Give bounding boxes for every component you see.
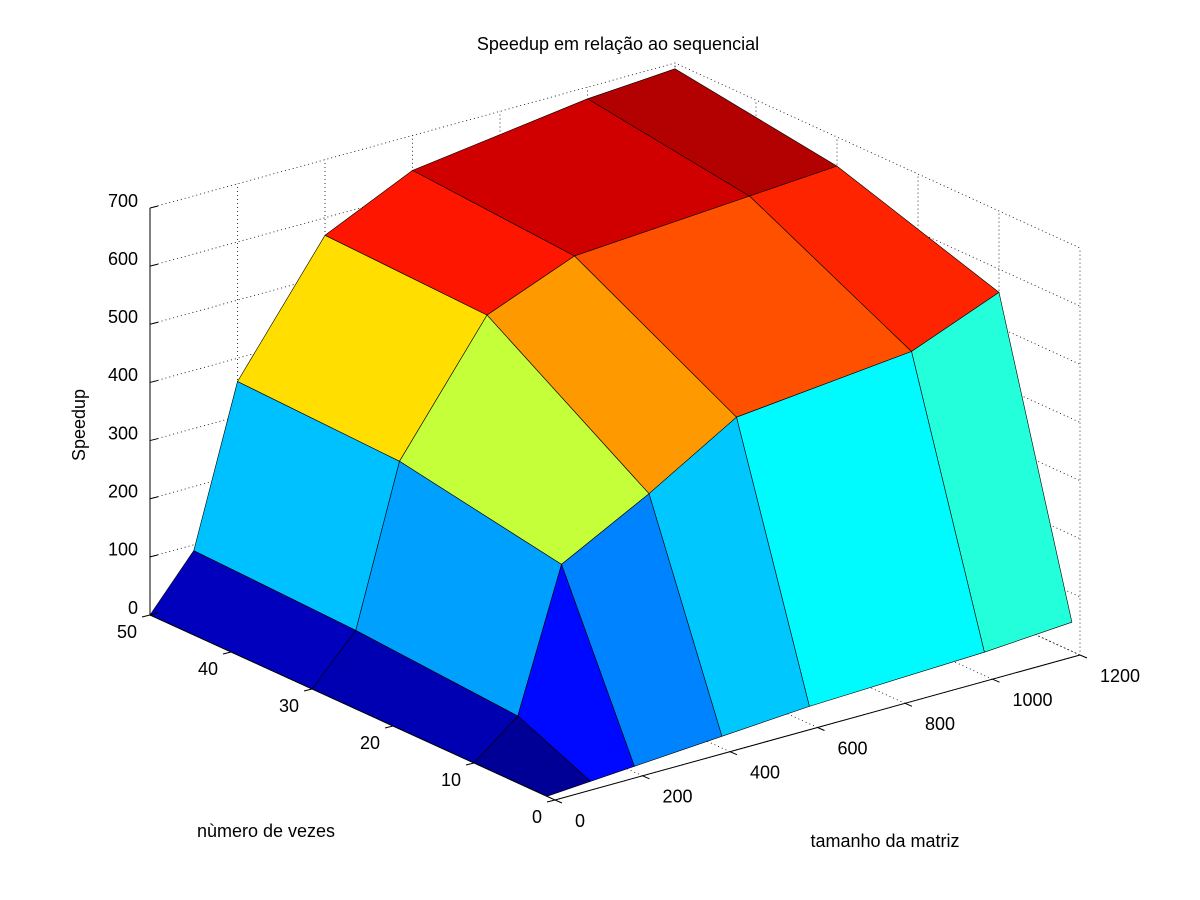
x-tick (817, 727, 825, 731)
x-tick-label: 0 (575, 811, 585, 831)
y-axis-line (149, 614, 556, 801)
z-tick (149, 205, 159, 209)
y-tick-label: 10 (441, 770, 461, 790)
y-tick (384, 725, 394, 729)
x-tick (729, 751, 738, 756)
x-tick-label: 1200 (1100, 666, 1140, 686)
grid-line (149, 62, 1081, 249)
z-tick (149, 612, 159, 616)
axes-layer: 0200400600800100012000102030405001002003… (108, 191, 1140, 831)
x-tick (904, 702, 913, 707)
x-tick (554, 799, 563, 804)
x-tick (992, 678, 1000, 683)
x-tick-label: 200 (663, 787, 693, 807)
y-tick (303, 688, 313, 692)
y-tick-label: 30 (279, 696, 299, 716)
z-tick-label: 100 (108, 540, 138, 560)
z-axis-label: Speedup (69, 389, 89, 461)
z-tick-label: 0 (128, 598, 138, 618)
y-tick-label: 20 (360, 733, 380, 753)
x-tick (1079, 654, 1088, 659)
z-tick-label: 200 (108, 481, 138, 501)
y-axis-label: nùmero de vezes (197, 821, 335, 841)
x-axis-label: tamanho da matriz (810, 831, 959, 851)
z-tick (149, 496, 159, 500)
z-tick-label: 700 (108, 191, 138, 211)
z-tick (149, 321, 159, 325)
z-tick-label: 500 (108, 307, 138, 327)
x-tick-label: 400 (750, 762, 780, 782)
x-tick-label: 800 (925, 714, 955, 734)
z-tick (149, 263, 159, 267)
x-tick (642, 775, 650, 780)
z-tick-label: 600 (108, 249, 138, 269)
y-tick (546, 799, 556, 803)
chart-title: Speedup em relação ao sequencial (477, 34, 759, 54)
z-tick-label: 400 (108, 365, 138, 385)
y-tick-label: 50 (117, 622, 137, 642)
x-tick-label: 1000 (1013, 690, 1053, 710)
z-tick-label: 300 (108, 423, 138, 443)
y-tick (465, 762, 475, 766)
y-tick (141, 614, 151, 618)
z-tick (149, 379, 159, 383)
z-tick (149, 554, 159, 558)
z-tick (149, 438, 159, 442)
y-tick-label: 0 (532, 807, 542, 827)
surface-layer (149, 68, 1073, 797)
y-tick-label: 40 (198, 659, 218, 679)
x-tick-label: 600 (838, 738, 868, 758)
y-tick (222, 651, 232, 655)
